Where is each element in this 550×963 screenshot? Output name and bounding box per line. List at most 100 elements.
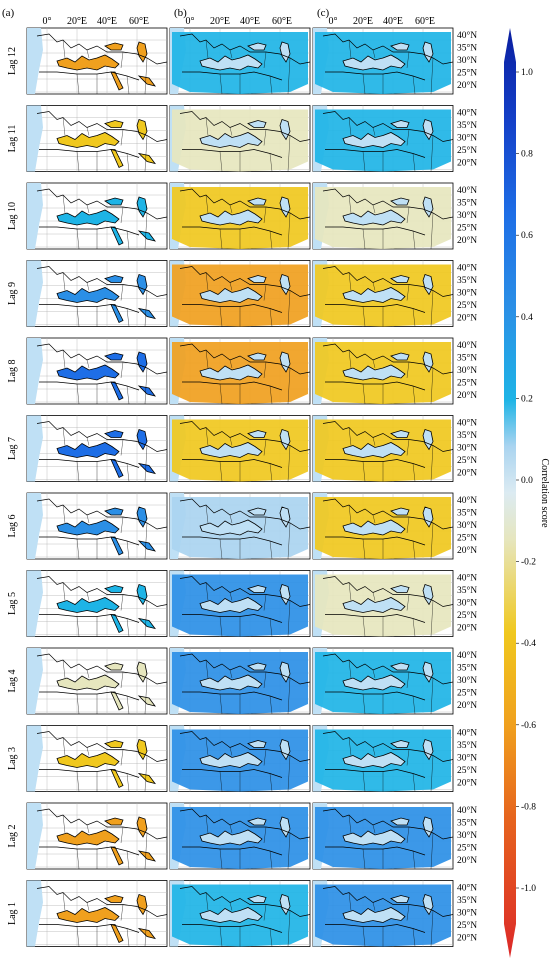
lag-row: Lag 7 40°N35°N 30°N25°N 20°N xyxy=(7,415,477,482)
colorbar-tick-label: -0.4 xyxy=(521,639,536,649)
colorbar-tick-label: -0.2 xyxy=(521,558,536,568)
sea-shading xyxy=(104,662,124,671)
lat-tick-label: 25°N xyxy=(457,223,477,234)
country-borders xyxy=(348,272,434,327)
lat-tick-label: 30°N xyxy=(457,288,477,299)
lat-tick-label: 25°N xyxy=(457,765,477,776)
sea-shading xyxy=(137,462,156,475)
lag-row-label: Lag 8 xyxy=(7,359,18,382)
sea-shading xyxy=(104,275,124,283)
sea-area xyxy=(342,364,406,381)
sea-area xyxy=(199,132,263,148)
country-borders xyxy=(205,659,291,715)
lat-tick-label: 30°N xyxy=(457,598,477,609)
sea-shading xyxy=(137,695,156,707)
sea-area xyxy=(390,507,410,516)
sea-area xyxy=(247,42,267,51)
sea-area xyxy=(247,817,267,826)
map-cell: 40°N35°N30°N25°N20°N xyxy=(312,570,477,637)
colorbar-tick-label: -1.0 xyxy=(521,884,536,894)
sea-area xyxy=(247,197,267,206)
country-borders xyxy=(348,504,434,560)
colorbar-tick-label: 0.8 xyxy=(521,150,533,160)
map-cell: 40°N35°N30°N25°N20°N xyxy=(312,415,477,482)
sea-area xyxy=(390,740,410,748)
sea-shading xyxy=(104,740,124,748)
lat-tick-label: 30°N xyxy=(457,443,477,454)
sea-shading xyxy=(56,519,120,536)
colorbar-tick-label: 0.2 xyxy=(521,394,533,404)
sea-shading xyxy=(137,307,156,320)
colorbar-ticks: 1.0 0.8 0.6 0.4 0.2 0.0 -0.2 -0.4 -0.6 -0.8 -1.0 xyxy=(516,68,536,894)
country-borders xyxy=(348,737,434,792)
lat-tick-label: 40°N xyxy=(457,185,477,196)
map-cell xyxy=(169,570,311,637)
lat-tick-label: 35°N xyxy=(457,198,477,209)
panel-label-b: (b) xyxy=(174,7,187,19)
country-borders xyxy=(62,504,148,560)
country-borders xyxy=(205,39,291,95)
lat-tick-label: 40°N xyxy=(457,340,477,351)
ocean-area xyxy=(27,725,43,792)
country-borders xyxy=(62,349,148,405)
ocean-area xyxy=(27,415,43,482)
sea-shading xyxy=(110,71,124,91)
sea-area xyxy=(199,442,263,458)
lat-tick-label: 35°N xyxy=(457,275,477,286)
sea-shading xyxy=(104,197,124,206)
lag-row: Lag 1 40°N35°N 30°N25°N 20°N xyxy=(7,880,477,947)
lat-tick-label: 20°N xyxy=(457,158,477,169)
sea-area xyxy=(342,442,406,458)
map-cell xyxy=(169,880,311,947)
sea-area xyxy=(342,287,406,303)
sea-shading xyxy=(56,597,120,613)
lat-tick-label: 40°N xyxy=(457,108,477,119)
sea-shading xyxy=(56,674,120,691)
map-cell: 40°N35°N30°N25°N20°N xyxy=(312,647,477,715)
map-cell: 40°N35°N30°N25°N20°N xyxy=(312,337,477,405)
ocean-area xyxy=(27,803,43,869)
lat-tick-label: 35°N xyxy=(457,353,477,364)
country-borders xyxy=(205,349,291,405)
lon-tick-label: 60°E xyxy=(415,16,435,27)
map-cell xyxy=(26,725,168,792)
sea-area xyxy=(247,352,267,361)
lag-row: Lag 8 40°N 35°N30°N 25°N20°N xyxy=(7,337,477,405)
colorbar-tick-label: 0.6 xyxy=(521,231,533,241)
sea-shading xyxy=(110,614,124,634)
map-cell xyxy=(26,492,168,560)
colorbar-tick-label: -0.6 xyxy=(521,721,536,731)
lat-tick-label: 20°N xyxy=(457,623,477,634)
sea-shading xyxy=(104,42,124,51)
map-cell: 40°N35°N30°N25°N20°N xyxy=(312,802,477,870)
colorbar-tick-label: -0.8 xyxy=(521,802,536,812)
country-borders xyxy=(205,892,291,947)
lon-tick-label: 60°E xyxy=(129,16,149,27)
sea-shading xyxy=(56,442,120,458)
lat-tick-label: 25°N xyxy=(457,688,477,699)
lat-tick-label: 40°N xyxy=(457,495,477,506)
sea-shading xyxy=(104,507,124,516)
lat-tick-label: 35°N xyxy=(457,430,477,441)
map-cell: 40°N35°N30°N25°N20°N xyxy=(312,27,477,95)
lat-tick-label: 35°N xyxy=(457,818,477,829)
lat-tick-label: 30°N xyxy=(457,365,477,376)
sea-shading xyxy=(56,752,120,768)
lon-tick-label: 20°E xyxy=(67,16,87,27)
lag-row: Lag 3 40°N35°N 30°N25°N 20°N xyxy=(7,725,477,792)
sea-shading xyxy=(110,769,124,789)
ocean-area xyxy=(27,880,43,947)
lon-tick-label: 0° xyxy=(329,16,338,27)
map-cell xyxy=(169,260,311,327)
lag-row-label: Lag 10 xyxy=(7,202,18,230)
map-cell: 40°N35°N30°N25°N20°N xyxy=(312,105,477,172)
map-cell xyxy=(26,415,168,482)
lat-tick-label: 20°N xyxy=(457,700,477,711)
lat-tick-label: 40°N xyxy=(457,650,477,661)
map-cell xyxy=(169,802,311,870)
sea-area xyxy=(342,752,406,768)
lat-tick-label: 30°N xyxy=(457,210,477,221)
sea-area xyxy=(199,752,263,768)
sea-area xyxy=(390,585,410,593)
map-cell xyxy=(26,647,168,715)
